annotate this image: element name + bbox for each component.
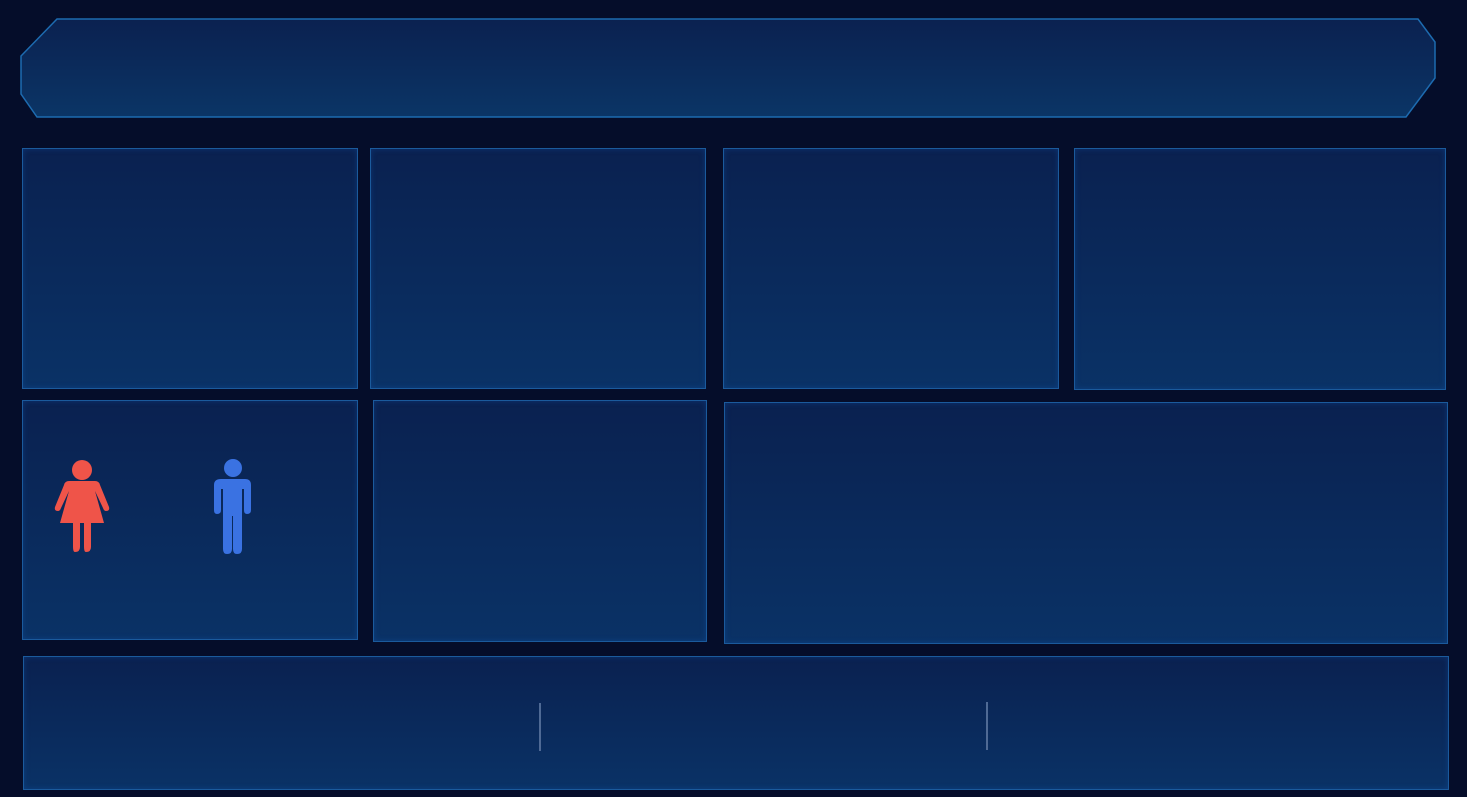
monthly-summary-panel	[23, 656, 1449, 790]
dept-activity-cost-panel	[723, 148, 1059, 389]
dept-activity-cost-bar-chart[interactable]	[724, 149, 1060, 390]
salary-range-bar-chart[interactable]	[374, 401, 708, 643]
profit-combo-chart[interactable]	[725, 403, 1449, 645]
salary-range-panel	[373, 400, 707, 642]
dept-headcount-bar-chart[interactable]	[371, 149, 707, 390]
profit-combo-panel	[724, 402, 1448, 644]
female-icon	[54, 460, 110, 552]
male-icon	[214, 459, 251, 554]
divider	[539, 703, 541, 751]
header-frame	[20, 18, 1436, 118]
dashboard-header	[20, 18, 1439, 118]
dept-headcount-panel	[370, 148, 706, 389]
income-expense-line-chart[interactable]	[1075, 149, 1447, 391]
gender-figures	[54, 459, 251, 554]
staff-structure-pie-chart[interactable]	[23, 149, 359, 390]
divider	[986, 702, 988, 750]
gender-ratio-panel	[22, 400, 358, 640]
income-expense-line-panel	[1074, 148, 1446, 390]
staff-structure-panel	[22, 148, 358, 389]
